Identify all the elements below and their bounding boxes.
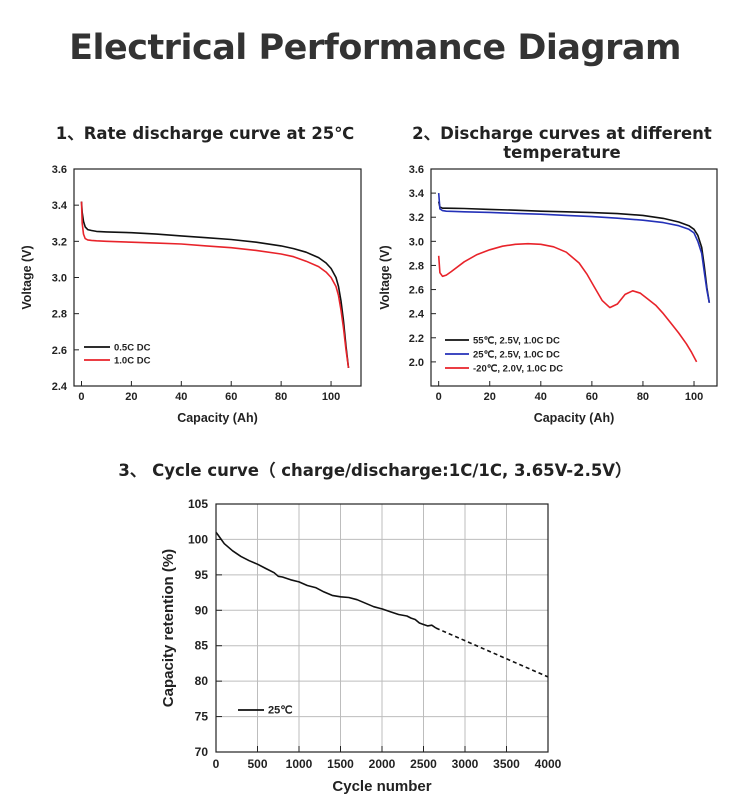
x-tick-label: 3000	[452, 757, 479, 771]
chart-3-title: 3、 Cycle curve（ charge/discharge:1C/1C, …	[118, 461, 632, 480]
chart-2-title: 2、Discharge curves at different temperat…	[400, 124, 724, 162]
y-axis-label: Voltage (V)	[20, 245, 34, 309]
y-tick-label: 90	[195, 603, 209, 617]
y-tick-label: 95	[195, 568, 209, 582]
y-tick-label: 2.0	[409, 357, 424, 369]
x-tick-label: 500	[247, 757, 267, 771]
plot-frame	[430, 168, 718, 387]
y-tick-label: 75	[195, 710, 209, 724]
x-tick-label: 100	[322, 391, 340, 403]
x-tick-label: 60	[586, 391, 598, 403]
x-tick-label: 80	[637, 391, 649, 403]
x-tick-label: 100	[685, 391, 703, 403]
y-tick-label: 2.2	[409, 333, 424, 345]
x-tick-label: 0	[436, 391, 442, 403]
x-tick-label: 1000	[286, 757, 313, 771]
series-line-2	[437, 193, 711, 303]
x-tick-label: 3500	[493, 757, 520, 771]
legend-label: 55℃, 2.5V, 1.0C DC	[473, 336, 560, 347]
series-line-2	[435, 627, 549, 678]
y-tick-label: 85	[195, 639, 209, 653]
series-line-1	[437, 201, 711, 303]
series-line-1	[80, 201, 350, 368]
x-tick-label: 2000	[369, 757, 396, 771]
x-tick-label: 2500	[410, 757, 437, 771]
x-tick-label: 40	[535, 391, 547, 403]
y-tick-label: 3.4	[52, 200, 68, 212]
x-tick-label: 0	[213, 757, 220, 771]
y-tick-label: 2.6	[52, 345, 67, 357]
x-tick-label: 20	[125, 391, 137, 403]
page-title: Electrical Performance Diagram	[69, 28, 681, 68]
legend-label: 0.5C DC	[114, 343, 151, 354]
y-tick-label: 3.4	[409, 188, 425, 200]
y-tick-label: 3.6	[409, 164, 424, 176]
x-tick-label: 1500	[327, 757, 354, 771]
x-tick-label: 80	[275, 391, 287, 403]
legend-label: 25℃	[268, 705, 293, 717]
chart-2-title-line-1: 2、Discharge curves at different	[412, 124, 712, 143]
plot-frame	[73, 168, 362, 387]
x-tick-label: 4000	[535, 757, 562, 771]
y-tick-label: 3.2	[409, 212, 424, 224]
y-tick-label: 2.8	[409, 260, 424, 272]
chart-2-title-line-2: temperature	[503, 143, 621, 162]
y-tick-label: 2.4	[409, 309, 425, 321]
x-axis-label: Capacity (Ah)	[534, 411, 615, 425]
y-tick-label: 70	[195, 745, 209, 759]
y-axis-label: Voltage (V)	[378, 245, 392, 309]
y-tick-label: 105	[188, 497, 208, 511]
y-tick-label: 3.2	[52, 236, 67, 248]
series-line-1	[215, 531, 437, 629]
y-tick-label: 3.0	[52, 273, 67, 285]
y-tick-label: 100	[188, 532, 208, 546]
y-tick-label: 2.6	[409, 285, 424, 297]
y-tick-label: 3.0	[409, 236, 424, 248]
series-line-3	[437, 242, 698, 363]
x-tick-label: 40	[175, 391, 187, 403]
series-line-2	[80, 201, 350, 369]
legend-label: 1.0C DC	[114, 356, 151, 367]
y-axis-label: Capacity retention (%)	[160, 549, 177, 707]
x-axis-label: Capacity (Ah)	[177, 411, 258, 425]
x-tick-label: 0	[78, 391, 84, 403]
y-tick-label: 2.8	[52, 309, 67, 321]
legend-label: 25℃, 2.5V, 1.0C DC	[473, 350, 560, 361]
x-tick-label: 20	[484, 391, 496, 403]
y-tick-label: 3.6	[52, 164, 67, 176]
x-tick-label: 60	[225, 391, 237, 403]
y-tick-label: 80	[195, 674, 209, 688]
y-tick-label: 2.4	[52, 381, 68, 393]
legend-label: -20℃, 2.0V, 1.0C DC	[473, 364, 563, 375]
x-axis-label: Cycle number	[332, 778, 431, 795]
plot-frame	[215, 503, 549, 753]
chart-1-title: 1、Rate discharge curve at 25℃	[55, 124, 355, 143]
